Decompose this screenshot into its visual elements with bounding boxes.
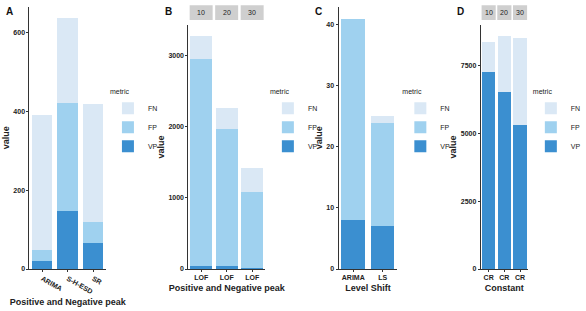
svg-text:Level Shift: Level Shift [345, 283, 391, 293]
svg-text:1000: 1000 [168, 194, 184, 201]
svg-text:metric: metric [533, 88, 553, 95]
svg-text:VP: VP [440, 143, 450, 150]
svg-text:LOF: LOF [194, 274, 209, 281]
svg-text:400: 400 [13, 108, 25, 115]
svg-text:3000: 3000 [168, 52, 184, 59]
svg-text:B: B [165, 6, 172, 17]
svg-text:CR: CR [484, 274, 494, 281]
svg-text:D: D [457, 6, 464, 17]
svg-text:VP: VP [308, 143, 318, 150]
svg-text:5000: 5000 [461, 130, 477, 137]
svg-text:ARIMA: ARIMA [342, 274, 365, 281]
svg-text:FN: FN [571, 105, 580, 112]
svg-text:FN: FN [148, 105, 157, 112]
svg-text:600: 600 [13, 29, 25, 36]
svg-text:value: value [314, 126, 324, 149]
svg-text:30: 30 [248, 9, 256, 16]
svg-text:LOF: LOF [220, 274, 235, 281]
svg-text:40: 40 [326, 21, 334, 28]
svg-text:VP: VP [148, 143, 158, 150]
svg-text:30: 30 [326, 82, 334, 89]
svg-text:7500: 7500 [461, 62, 477, 69]
svg-text:20: 20 [500, 9, 508, 16]
svg-text:value: value [1, 126, 11, 149]
svg-text:10: 10 [326, 204, 334, 211]
svg-text:0: 0 [180, 265, 184, 272]
svg-text:value: value [448, 136, 458, 159]
svg-text:metric: metric [402, 88, 422, 95]
svg-text:FP: FP [440, 124, 449, 131]
svg-text:FP: FP [571, 124, 580, 131]
svg-text:FP: FP [308, 124, 317, 131]
svg-text:200: 200 [13, 187, 25, 194]
svg-text:C: C [315, 6, 322, 17]
svg-text:SR: SR [91, 275, 103, 286]
svg-text:ARIMA: ARIMA [40, 275, 63, 293]
svg-text:Constant: Constant [485, 283, 524, 293]
svg-text:FP: FP [148, 124, 157, 131]
svg-text:value: value [156, 136, 166, 159]
svg-text:2000: 2000 [168, 123, 184, 130]
svg-text:Positive and Negative peak: Positive and Negative peak [169, 283, 286, 293]
svg-text:20: 20 [223, 9, 231, 16]
svg-text:CR: CR [499, 274, 509, 281]
svg-text:VP: VP [571, 143, 581, 150]
svg-text:LS: LS [378, 274, 387, 281]
svg-text:metric: metric [110, 88, 130, 95]
svg-text:10: 10 [197, 9, 205, 16]
svg-text:0: 0 [472, 265, 476, 272]
svg-text:FN: FN [440, 105, 449, 112]
svg-text:2500: 2500 [461, 198, 477, 205]
svg-text:Positive and Negative peak: Positive and Negative peak [10, 297, 127, 307]
svg-text:LOF: LOF [245, 274, 260, 281]
svg-text:0: 0 [21, 265, 25, 272]
svg-text:20: 20 [326, 143, 334, 150]
svg-text:0: 0 [330, 265, 334, 272]
svg-text:30: 30 [516, 9, 524, 16]
svg-text:FN: FN [308, 105, 317, 112]
svg-text:metric: metric [270, 88, 290, 95]
svg-text:10: 10 [485, 9, 493, 16]
svg-text:A: A [6, 6, 13, 17]
svg-text:CR: CR [515, 274, 525, 281]
svg-text:S-H-ESD: S-H-ESD [65, 275, 93, 295]
